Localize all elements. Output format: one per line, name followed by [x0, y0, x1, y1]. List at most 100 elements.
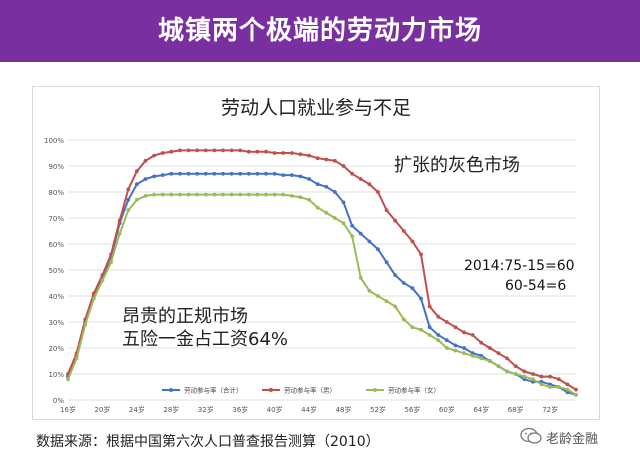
data-point: [333, 216, 337, 220]
data-point: [444, 346, 449, 350]
data-point: [539, 374, 544, 379]
data-point: [453, 325, 458, 330]
wechat-icon: [520, 427, 542, 444]
y-tick-label: 60%: [48, 241, 64, 249]
data-point: [74, 356, 79, 361]
series-line: [67, 172, 577, 396]
data-point: [350, 234, 355, 239]
data-point: [203, 148, 208, 153]
data-point: [134, 169, 139, 174]
data-source-note: 数据来源：根据中国第六次人口普查报告测算（2010）: [36, 434, 380, 450]
legend-marker: [373, 388, 377, 392]
data-point: [229, 192, 234, 197]
data-point: [298, 174, 303, 179]
data-point: [186, 192, 191, 197]
data-point: [470, 333, 475, 337]
data-point: [229, 171, 234, 176]
y-tick-label: 0%: [53, 397, 64, 405]
data-point: [315, 182, 320, 187]
data-point: [221, 192, 225, 197]
data-point: [281, 192, 286, 197]
data-point: [453, 343, 458, 348]
data-point: [169, 192, 174, 197]
data-point: [548, 382, 553, 387]
data-point: [531, 372, 535, 376]
data-point: [195, 192, 200, 197]
data-point: [212, 171, 217, 176]
data-point: [238, 192, 243, 197]
data-point: [281, 151, 286, 155]
data-point: [315, 205, 320, 210]
series-1: [66, 171, 578, 397]
data-point: [358, 275, 363, 280]
data-point: [203, 192, 208, 197]
x-tick-label: 24岁: [129, 405, 145, 414]
data-point: [376, 294, 380, 298]
data-point: [401, 229, 406, 233]
data-point: [83, 322, 88, 327]
y-tick-label: 100%: [44, 137, 64, 145]
data-point: [272, 171, 277, 176]
x-tick-label: 48岁: [336, 405, 352, 414]
data-point: [195, 171, 200, 176]
data-point: [350, 223, 355, 228]
data-point: [496, 364, 501, 369]
data-point: [367, 288, 372, 293]
data-point: [384, 299, 389, 304]
data-point: [143, 158, 148, 163]
x-tick-label: 64岁: [473, 405, 489, 414]
data-point: [315, 156, 320, 161]
x-tick-label: 52岁: [370, 405, 386, 414]
data-point: [212, 192, 217, 197]
y-axis-ticks: 0% 10% 20% 30% 40% 50% 60% 70% 80% 90% 100%: [44, 137, 64, 405]
x-tick-label: 68岁: [508, 405, 524, 414]
data-point: [255, 149, 260, 154]
data-point: [341, 200, 346, 205]
data-point: [298, 152, 303, 157]
data-point: [324, 210, 329, 215]
data-point: [410, 325, 415, 330]
data-point: [513, 364, 518, 369]
data-point: [126, 208, 131, 213]
x-tick-label: 28岁: [163, 405, 179, 414]
data-point: [522, 374, 527, 379]
data-point: [255, 171, 260, 176]
data-point: [221, 148, 225, 153]
x-tick-label: 36岁: [232, 405, 248, 414]
data-point: [169, 149, 174, 154]
data-point: [401, 317, 406, 322]
data-point: [152, 174, 157, 179]
data-point: [565, 387, 570, 392]
data-point: [246, 192, 251, 197]
annotation-grey-market: 扩张的灰色市场: [394, 155, 520, 176]
legend-marker: [269, 388, 273, 392]
brand-name: 老龄金融: [546, 432, 599, 447]
data-point: [143, 194, 148, 198]
legend-label: 劳动参与率（女）: [388, 386, 440, 395]
header-banner: [0, 0, 640, 62]
data-point: [272, 151, 277, 155]
data-point: [246, 149, 251, 154]
series-layer: [66, 148, 578, 397]
data-point: [556, 377, 561, 382]
data-point: [117, 218, 122, 223]
data-point: [479, 340, 484, 345]
data-point: [117, 231, 122, 236]
y-tick-label: 20%: [48, 345, 64, 353]
data-point: [470, 353, 475, 358]
data-point: [350, 171, 355, 176]
data-point: [410, 286, 415, 291]
data-point: [246, 171, 251, 176]
data-point: [487, 346, 492, 350]
data-point: [324, 184, 329, 189]
data-point: [66, 377, 70, 382]
data-point: [427, 333, 432, 337]
data-point: [419, 252, 423, 257]
chart-title: 劳动人口就业参与不足: [221, 97, 411, 119]
data-point: [221, 171, 225, 176]
data-point: [264, 149, 268, 154]
data-point: [195, 148, 200, 153]
data-point: [289, 173, 294, 178]
data-point: [427, 325, 432, 330]
data-point: [160, 151, 165, 155]
